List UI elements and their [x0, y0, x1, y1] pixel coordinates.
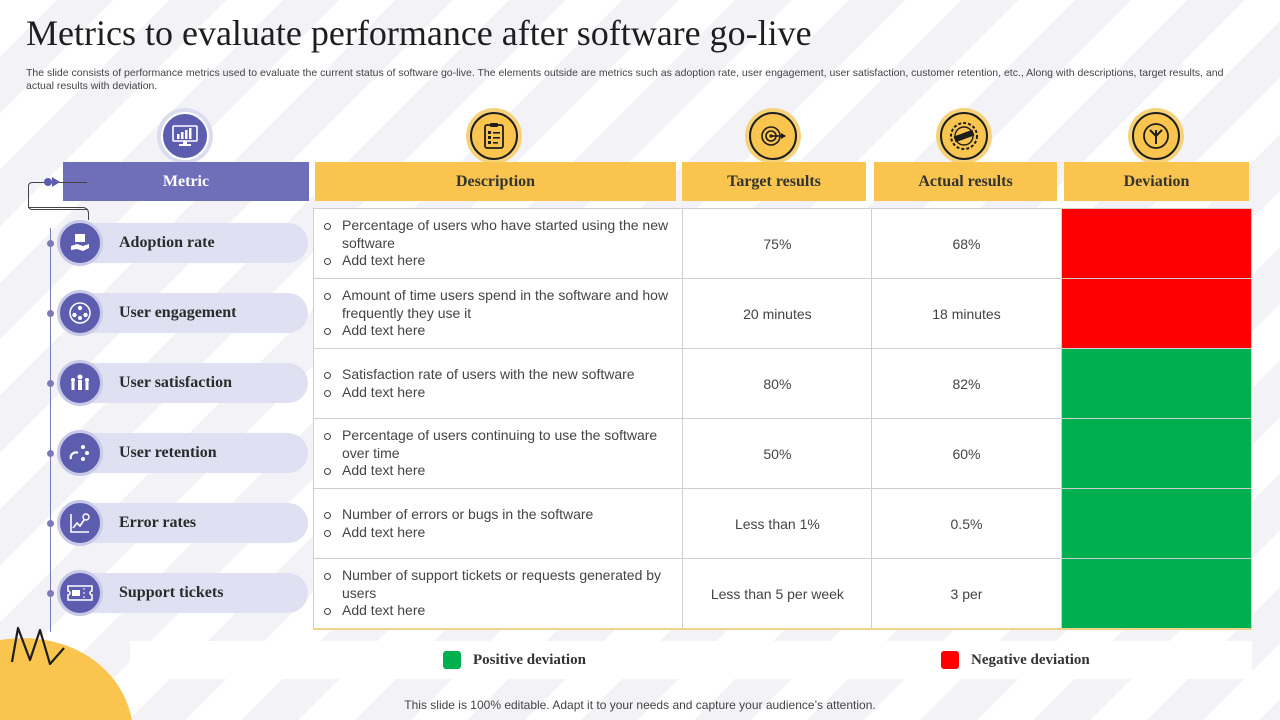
metrics-table: Percentage of users who have started usi…: [312, 208, 1253, 630]
table-row: Number of errors or bugs in the software…: [312, 488, 1253, 559]
checklist-icon: [466, 108, 522, 164]
list-item: Add text here: [322, 602, 682, 620]
description-cell: Number of support tickets or requests ge…: [312, 558, 684, 630]
target-cell: 80%: [682, 348, 873, 419]
metric-label: Support tickets: [119, 584, 224, 601]
connector-tail: [28, 207, 89, 220]
header-metric: Metric: [63, 162, 309, 201]
connector-node: [47, 520, 54, 527]
deviation-cell: [1060, 208, 1253, 279]
actual-cell: 82%: [871, 348, 1062, 419]
actual-stamp-icon: [936, 108, 992, 164]
metric-pill: User retention: [57, 430, 308, 476]
list-item: Add text here: [322, 462, 682, 480]
actual-cell: 0.5%: [871, 488, 1062, 559]
description-cell: Satisfaction rate of users with the new …: [312, 348, 684, 419]
list-item: Add text here: [322, 384, 682, 402]
list-item: Percentage of users who have started usi…: [322, 217, 682, 252]
metric-pill: Error rates: [57, 500, 308, 546]
happy-users-icon: [57, 360, 103, 406]
target-cell: 20 minutes: [682, 278, 873, 349]
target-cell: 75%: [682, 208, 873, 279]
description-cell: Number of errors or bugs in the software…: [312, 488, 684, 559]
description-cell: Percentage of users who have started usi…: [312, 208, 684, 279]
connector-node: [47, 590, 54, 597]
list-item: Satisfaction rate of users with the new …: [322, 366, 682, 384]
target-icon: [745, 108, 801, 164]
list-item: Number of support tickets or requests ge…: [322, 567, 682, 602]
ticket-icon: [57, 570, 103, 616]
actual-cell: 68%: [871, 208, 1062, 279]
description-cell: Percentage of users continuing to use th…: [312, 418, 684, 489]
table-row: Percentage of users who have started usi…: [312, 208, 1253, 279]
deviation-cell: [1060, 278, 1253, 349]
actual-cell: 3 per: [871, 558, 1062, 630]
slide-title: Metrics to evaluate performance after so…: [26, 13, 812, 53]
metric-pill: User engagement: [57, 290, 308, 336]
list-item: Percentage of users continuing to use th…: [322, 427, 682, 462]
positive-swatch: [443, 651, 461, 669]
people-network-icon: [57, 290, 103, 336]
connector-node: [47, 380, 54, 387]
deviation-cell: [1060, 558, 1253, 630]
metric-label: User engagement: [119, 304, 237, 321]
list-item: Add text here: [322, 524, 682, 542]
list-item: Amount of time users spend in the softwa…: [322, 287, 682, 322]
connector-dot: [44, 178, 52, 186]
metric-pill: Support tickets: [57, 570, 308, 616]
table-row: Number of support tickets or requests ge…: [312, 558, 1253, 630]
legend: Positive deviation Negative deviation: [130, 641, 1252, 679]
metric-label: User retention: [119, 444, 217, 461]
negative-swatch: [941, 651, 959, 669]
dashboard-icon: [157, 108, 213, 164]
legend-negative-label: Negative deviation: [971, 651, 1090, 668]
slide-subtitle: The slide consists of performance metric…: [26, 67, 1224, 92]
legend-negative: Negative deviation: [941, 651, 1090, 669]
metric-pill: User satisfaction: [57, 360, 308, 406]
connector-arrow: [52, 177, 60, 187]
deviation-cell: [1060, 488, 1253, 559]
table-row: Percentage of users continuing to use th…: [312, 418, 1253, 489]
metric-label: Error rates: [119, 514, 197, 531]
metric-label: User satisfaction: [119, 374, 233, 391]
list-item: Number of errors or bugs in the software: [322, 506, 682, 524]
target-cell: Less than 1%: [682, 488, 873, 559]
target-cell: Less than 5 per week: [682, 558, 873, 630]
hand-stack-icon: [57, 220, 103, 266]
target-cell: 50%: [682, 418, 873, 489]
header-deviation: Deviation: [1064, 162, 1249, 201]
list-item: Add text here: [322, 322, 682, 340]
deviation-cell: [1060, 348, 1253, 419]
connector-node: [47, 240, 54, 247]
direction-sign-icon: [1128, 108, 1184, 164]
corner-decoration: [0, 626, 132, 720]
header-actual: Actual results: [874, 162, 1057, 201]
deviation-cell: [1060, 418, 1253, 489]
connector-node: [47, 450, 54, 457]
connector-line: [50, 228, 51, 632]
connector-node: [47, 310, 54, 317]
header-target: Target results: [682, 162, 866, 201]
legend-positive: Positive deviation: [443, 651, 586, 669]
table-row: Satisfaction rate of users with the new …: [312, 348, 1253, 419]
header-description: Description: [315, 162, 676, 201]
metric-pill: Adoption rate: [57, 220, 308, 266]
description-cell: Amount of time users spend in the softwa…: [312, 278, 684, 349]
list-item: Add text here: [322, 252, 682, 270]
error-chart-icon: [57, 500, 103, 546]
table-row: Amount of time users spend in the softwa…: [312, 278, 1253, 349]
footer-note: This slide is 100% editable. Adapt it to…: [404, 698, 876, 712]
actual-cell: 18 minutes: [871, 278, 1062, 349]
metric-label: Adoption rate: [119, 234, 215, 251]
legend-positive-label: Positive deviation: [473, 651, 586, 668]
actual-cell: 60%: [871, 418, 1062, 489]
magnet-users-icon: [57, 430, 103, 476]
